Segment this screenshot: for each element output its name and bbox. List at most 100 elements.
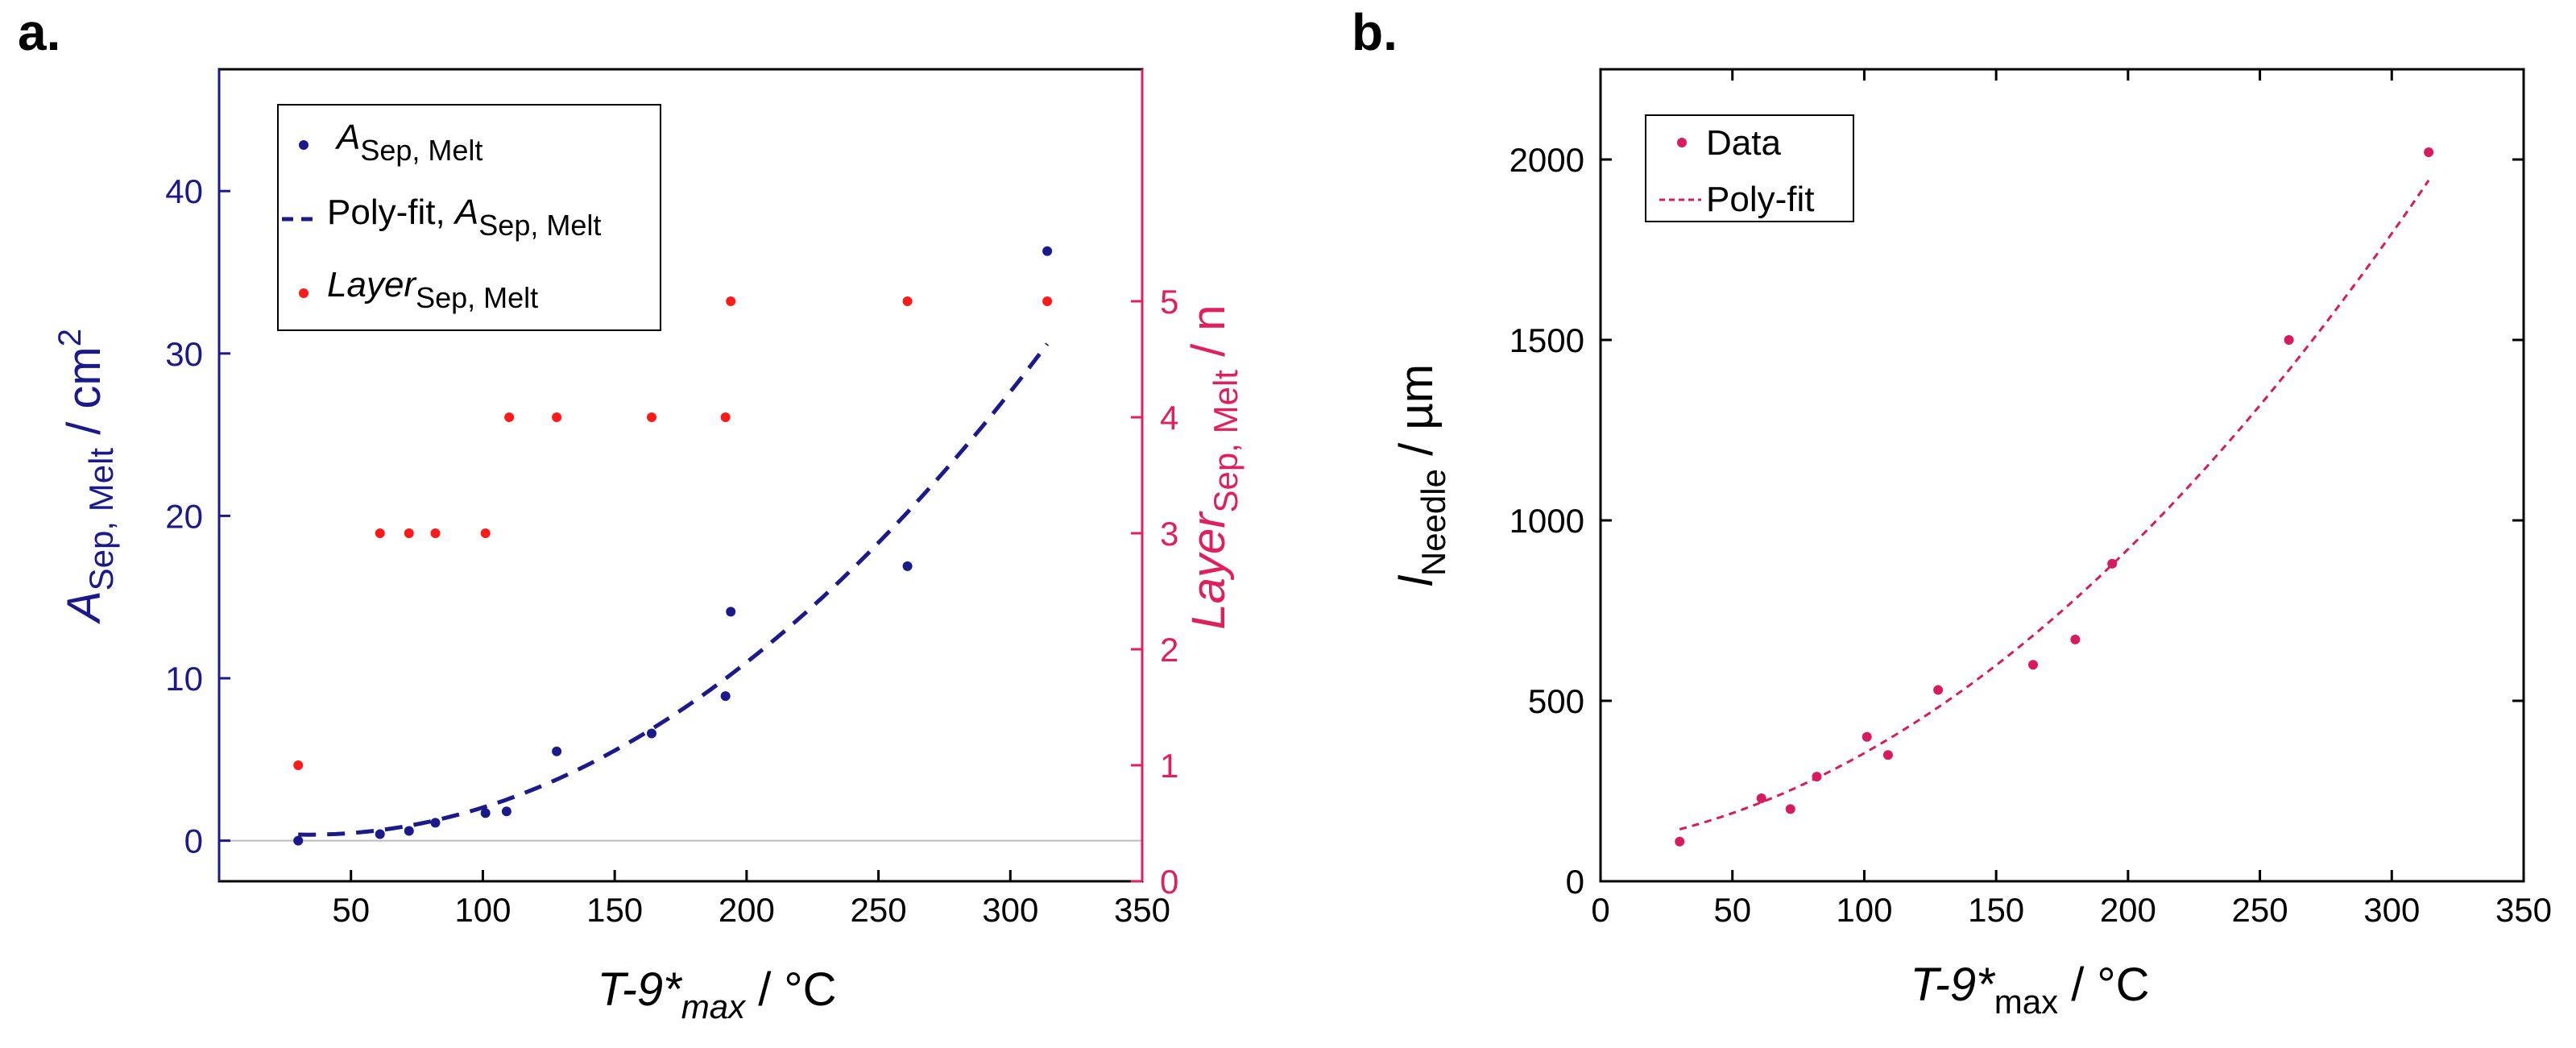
a-sep-melt-point [726,607,736,617]
l-needle-point [1785,804,1795,814]
x-tick-label: 300 [982,891,1038,929]
y-axis-ticks-b: 0 500 1000 1500 2000 [1510,141,2524,901]
layer-sep-melt-point [646,412,656,422]
layer-sep-melt-point [504,412,515,422]
x-tick-label: 0 [1591,891,1609,929]
x-tick-label: 50 [1713,891,1751,929]
layer-sep-melt-point [720,412,731,422]
l-needle-point [1756,793,1766,803]
x-tick-label: 250 [851,891,907,929]
x-tick-label: 300 [2363,891,2420,929]
data-points-b [1675,147,2434,847]
layer-sep-melt-point [902,296,913,306]
l-needle-point [2284,335,2294,345]
legend-entry-a-sep-melt: ASep, Melt [334,118,482,167]
x-tick-label: 100 [454,891,511,929]
a-sep-melt-point [902,561,913,571]
layer-sep-melt-points [293,296,1053,770]
a-sep-melt-point [430,818,441,828]
legend-marker-a-sep-melt [299,140,309,150]
legend-box-b [1645,114,1854,222]
y-tick-label: 2000 [1510,141,1584,179]
legend-entry-poly-fit-a: Poly-fit, ASep, Melt [327,193,601,242]
plot-frame-b [1599,68,2525,883]
legend-entry-layer-sep-melt: LayerSep, Melt [327,265,538,314]
poly-fit-line-b [1679,180,2430,831]
x-tick-label: 200 [2100,891,2156,929]
x-axis-ticks-b: 0 50 100 150 200 250 300 350 [1591,69,2552,929]
a-sep-melt-point [720,691,731,702]
layer-sep-melt-point [375,528,385,538]
l-needle-point [2107,558,2118,569]
l-needle-point [2070,634,2081,644]
l-needle-point [1675,836,1685,847]
legend-marker-data [1677,138,1687,147]
right-y-tick-label: 0 [1160,863,1178,901]
a-sep-melt-point [1042,246,1053,256]
y-tick-label: 1500 [1510,321,1584,359]
left-y-axis-ticks: 0 10 20 30 40 [165,69,230,881]
right-y-tick-label: 1 [1160,747,1178,785]
legend-entry-data: Data [1706,123,1781,163]
l-needle-point [2027,660,2038,670]
panel-b-label: b. [1352,3,1398,61]
right-y-tick-label: 5 [1160,283,1178,321]
left-y-tick-label: 10 [165,660,203,698]
legend-b: Data Poly-fit [1645,114,1854,222]
poly-fit-curve-b [1679,180,2430,831]
layer-sep-melt-point [480,528,491,538]
y-axis-label-b: lNeedle / µm [1390,364,1452,586]
y-tick-label: 500 [1528,682,1584,720]
x-tick-label: 100 [1836,891,1892,929]
a-sep-melt-point [404,826,414,836]
legend-entry-poly-fit-b: Poly-fit [1706,180,1814,219]
left-y-tick-label: 20 [165,497,203,535]
layer-sep-melt-point [726,296,736,306]
layer-sep-melt-point [552,412,562,422]
x-tick-label: 200 [719,891,775,929]
x-axis-label-b: T-9*max / °C [1910,959,2149,1021]
x-axis-ticks-a: 50 100 150 200 250 300 350 [332,870,1170,929]
a-sep-melt-points [293,246,1053,846]
panel-a-label: a. [18,3,60,61]
right-y-tick-label: 4 [1160,399,1178,437]
right-y-axis-ticks: 0 1 2 3 4 5 [1131,69,1178,901]
y-tick-label: 0 [1566,863,1584,901]
left-y-tick-label: 30 [165,335,203,373]
x-tick-label: 350 [1114,891,1170,929]
panel-b: b. 0 50 100 150 200 250 300 350 0 500 1000 1500 200… [1352,3,2552,1021]
y-tick-label: 1000 [1510,502,1584,540]
l-needle-point [1882,750,1893,760]
x-tick-label: 150 [586,891,643,929]
layer-sep-melt-point [293,760,304,770]
a-sep-melt-point [646,728,656,739]
legend-marker-layer-sep-melt [299,288,309,298]
l-needle-point [1933,685,1944,695]
a-sep-melt-point [552,746,562,756]
poly-fit-line-a [298,342,1050,837]
left-y-tick-label: 0 [184,822,203,860]
left-y-tick-label: 40 [165,172,203,210]
x-tick-label: 150 [1968,891,2024,929]
left-y-axis-label: ASep, Melt / cm2 [52,329,120,624]
x-axis-label-a: T-9*max / °C [597,963,836,1025]
legend-box-a [277,104,661,331]
a-sep-melt-point [501,806,511,817]
x-tick-label: 50 [332,891,370,929]
right-y-tick-label: 3 [1160,515,1178,553]
panel-a: a. 50 100 150 200 250 300 350 0 10 20 30 40 0 1 2 3 4 5… [18,3,1245,1025]
legend-a: ASep, Melt Poly-fit, ASep, Melt LayerSep… [277,104,661,331]
l-needle-point [1812,772,1822,782]
x-tick-label: 350 [2495,891,2552,929]
x-tick-label: 250 [2232,891,2288,929]
right-y-axis-label: LayerSep, Melt / n [1182,304,1245,629]
l-needle-point [1862,731,1872,742]
layer-sep-melt-point [404,528,414,538]
a-sep-melt-point [293,835,304,846]
layer-sep-melt-point [430,528,441,538]
right-y-tick-label: 2 [1160,631,1178,669]
a-sep-melt-point [480,808,491,818]
layer-sep-melt-point [1042,296,1053,306]
l-needle-point [2424,147,2434,158]
